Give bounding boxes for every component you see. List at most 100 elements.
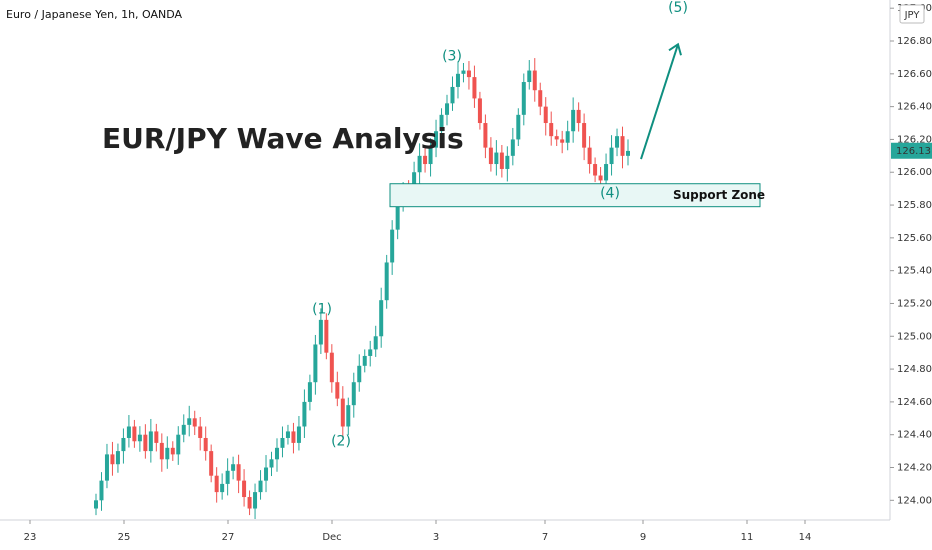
candle-body xyxy=(488,147,493,165)
candle-body xyxy=(307,382,312,402)
candle-body xyxy=(571,109,576,132)
chart-title: EUR/JPY Wave Analysis xyxy=(102,122,464,155)
candle-body xyxy=(368,349,373,356)
price-tick-label: 125.800 xyxy=(897,200,932,211)
candle-body xyxy=(494,152,499,165)
candle-body xyxy=(362,355,367,366)
candle-body xyxy=(220,483,225,493)
projection-arrow-line xyxy=(640,43,679,160)
candle-body xyxy=(324,319,329,353)
time-tick-label: Dec xyxy=(322,532,341,543)
candle-body xyxy=(165,447,170,460)
wave-label: (1) xyxy=(312,301,332,317)
candle-body xyxy=(417,155,422,173)
time-tick-label: 11 xyxy=(741,532,754,543)
candle-body xyxy=(269,459,274,468)
price-tick-label: 124.400 xyxy=(897,430,932,441)
price-axis[interactable]: 124.000 124.200 124.400 124.600 124.800 125.0… xyxy=(889,0,932,520)
time-tick-label: 3 xyxy=(433,532,439,543)
candle-body xyxy=(329,352,334,383)
candle-body xyxy=(461,70,466,74)
candle-body xyxy=(132,426,137,442)
candle-body xyxy=(94,500,98,509)
candle-body xyxy=(291,431,296,443)
candle-body xyxy=(148,431,153,452)
candle-body xyxy=(455,73,460,87)
wave-label: (3) xyxy=(442,49,462,65)
time-axis[interactable]: 23 25 27 Dec 3 7 9 11 14 xyxy=(0,519,890,543)
candle-body xyxy=(214,475,219,493)
candle-body xyxy=(346,405,351,427)
time-tick-label: 9 xyxy=(640,532,646,543)
currency-badge[interactable] xyxy=(899,4,925,24)
candle-body xyxy=(104,454,109,481)
candle-body xyxy=(285,431,290,438)
candle-body xyxy=(565,131,570,143)
wave-label: (5) xyxy=(668,0,688,16)
candle-body xyxy=(626,150,630,156)
candle-body xyxy=(159,442,164,460)
candle-body xyxy=(587,147,592,165)
candle-body xyxy=(505,155,510,169)
price-tick-label: 124.800 xyxy=(897,364,932,375)
candle-body xyxy=(384,262,389,301)
symbol-header[interactable]: Euro / Japanese Yen, 1h, OANDA xyxy=(6,8,183,21)
wave-5-projection xyxy=(640,42,682,160)
candle-body xyxy=(532,70,537,91)
support-zone-label: Support Zone xyxy=(673,188,765,202)
candle-body xyxy=(373,336,378,350)
time-tick-label: 7 xyxy=(542,532,548,543)
support-zone-box[interactable] xyxy=(389,183,761,208)
candle-body xyxy=(302,401,307,427)
candle-body xyxy=(576,109,581,124)
candle-body xyxy=(549,123,554,137)
projection-arrow-head xyxy=(668,42,682,56)
price-tick-label: 125.200 xyxy=(897,298,932,309)
candle-body xyxy=(137,434,142,442)
candle-body xyxy=(395,205,400,230)
candle-body xyxy=(521,82,526,115)
candle-body xyxy=(351,382,356,406)
current-price-tag xyxy=(891,142,932,159)
candle-body xyxy=(296,426,301,443)
time-axis-ticks: 23 25 27 Dec 3 7 9 11 14 xyxy=(24,520,811,543)
support-zone[interactable]: Support Zone xyxy=(389,183,765,208)
candle-body xyxy=(357,365,362,383)
price-tick-label: 125.400 xyxy=(897,266,932,277)
candle-body xyxy=(428,147,433,165)
candle-body xyxy=(609,147,614,165)
candle-body xyxy=(412,172,417,192)
candle-body xyxy=(423,155,428,165)
candle-body xyxy=(604,164,609,181)
candle-body xyxy=(280,437,285,448)
candle-body xyxy=(264,467,269,481)
candle-body xyxy=(543,106,548,124)
candle-body xyxy=(99,480,104,501)
price-tick-label: 125.600 xyxy=(897,233,932,244)
candle-body xyxy=(560,139,565,143)
price-tick-label: 124.200 xyxy=(897,463,932,474)
candle-body xyxy=(554,136,559,140)
candle-body xyxy=(115,451,120,465)
candle-body xyxy=(593,164,598,176)
candle-body xyxy=(472,77,477,99)
candle-body xyxy=(242,480,247,498)
candle-body xyxy=(126,426,131,438)
candle-body xyxy=(253,492,258,509)
candle-body xyxy=(582,123,587,148)
price-tick-label: 126.600 xyxy=(897,69,932,80)
candle-body xyxy=(143,434,148,452)
candle-body xyxy=(516,114,521,140)
candle-body xyxy=(274,447,279,460)
wave-label: (2) xyxy=(331,433,351,449)
time-tick-label: 25 xyxy=(118,532,131,543)
currency-badge-label: JPY xyxy=(904,10,921,21)
time-tick-label: 23 xyxy=(24,532,37,543)
candle-body xyxy=(198,426,203,438)
candle-body xyxy=(340,398,345,427)
candle-body xyxy=(439,114,444,132)
candle-body xyxy=(225,470,230,484)
time-tick-label: 27 xyxy=(222,532,235,543)
